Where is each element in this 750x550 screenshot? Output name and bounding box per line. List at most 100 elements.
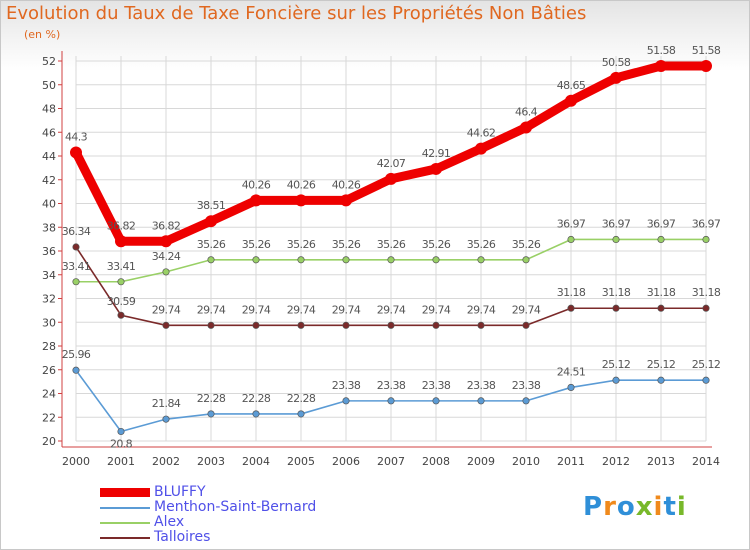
data-label: 35.26 xyxy=(332,238,361,251)
data-label: 50.58 xyxy=(602,56,631,69)
y-tick-label: 50 xyxy=(42,79,56,92)
data-point xyxy=(297,410,305,418)
data-label: 23.38 xyxy=(467,379,496,392)
data-point xyxy=(342,321,350,329)
legend-label: Talloires xyxy=(154,529,211,545)
data-label: 24.51 xyxy=(557,365,586,378)
data-label: 35.26 xyxy=(467,238,496,251)
y-tick-label: 32 xyxy=(42,293,56,306)
data-point xyxy=(207,256,215,264)
data-label: 51.58 xyxy=(647,44,676,57)
logo-letter: P xyxy=(583,492,604,522)
data-point xyxy=(567,304,575,312)
data-point xyxy=(387,256,395,264)
data-point xyxy=(117,311,125,319)
data-point xyxy=(160,235,172,248)
data-point xyxy=(522,256,530,264)
data-point xyxy=(117,427,125,436)
data-point xyxy=(207,410,215,418)
data-label: 36.34 xyxy=(62,225,91,238)
data-point xyxy=(162,321,170,329)
data-point xyxy=(342,256,350,264)
data-point xyxy=(387,321,395,329)
data-label: 31.18 xyxy=(557,286,586,299)
data-label: 25.12 xyxy=(602,358,631,371)
x-tick-label: 2013 xyxy=(647,455,675,468)
data-label: 40.26 xyxy=(332,178,361,191)
logo-letter: i xyxy=(653,492,664,522)
data-point xyxy=(702,376,710,384)
data-point xyxy=(702,235,710,244)
data-label: 48.65 xyxy=(557,79,586,92)
data-point xyxy=(432,256,440,264)
data-label: 21.84 xyxy=(152,397,181,410)
data-point xyxy=(520,121,532,134)
data-label: 29.74 xyxy=(467,303,496,316)
data-label: 36.82 xyxy=(152,219,181,232)
data-label: 23.38 xyxy=(422,379,451,392)
data-label: 34.24 xyxy=(152,250,181,263)
data-label: 42.91 xyxy=(422,147,451,160)
logo-letter: t xyxy=(663,492,677,522)
data-point xyxy=(252,410,260,418)
data-label: 22.28 xyxy=(242,392,271,405)
legend-swatch xyxy=(100,536,150,539)
data-label: 29.74 xyxy=(512,303,541,316)
data-point xyxy=(432,397,440,405)
data-point xyxy=(387,397,395,405)
logo-letter: r xyxy=(603,492,617,522)
data-point xyxy=(295,194,307,207)
data-label: 46.4 xyxy=(515,106,538,119)
data-point xyxy=(522,321,530,329)
data-point xyxy=(475,142,487,155)
data-point xyxy=(385,172,397,185)
legend-item: Talloires xyxy=(100,530,210,545)
legend-item: BLUFFY xyxy=(100,485,206,500)
data-label: 31.18 xyxy=(692,286,721,299)
data-point xyxy=(340,194,352,207)
legend-item: Alex xyxy=(100,515,184,530)
y-tick-label: 44 xyxy=(42,150,56,163)
y-tick-label: 24 xyxy=(42,388,56,401)
data-label: 40.26 xyxy=(287,178,316,191)
chart-title: Evolution du Taux de Taxe Foncière sur l… xyxy=(6,3,587,24)
data-point xyxy=(612,304,620,312)
y-tick-label: 52 xyxy=(42,55,56,68)
data-label: 35.26 xyxy=(422,238,451,251)
data-point xyxy=(522,397,530,405)
legend-swatch xyxy=(100,521,150,524)
logo-letter: x xyxy=(635,492,654,522)
y-tick-label: 26 xyxy=(42,364,56,377)
x-tick-label: 2010 xyxy=(512,455,540,468)
x-tick-label: 2002 xyxy=(152,455,180,468)
data-label: 36.97 xyxy=(692,217,721,230)
data-point xyxy=(655,59,667,72)
data-point xyxy=(612,376,620,384)
data-label: 35.26 xyxy=(197,238,226,251)
data-point xyxy=(567,383,575,391)
data-point xyxy=(612,235,620,244)
data-point xyxy=(657,304,665,312)
data-label: 29.74 xyxy=(242,303,271,316)
y-tick-label: 42 xyxy=(42,174,56,187)
y-tick-label: 30 xyxy=(42,316,56,329)
data-point xyxy=(252,256,260,264)
x-tick-label: 2014 xyxy=(692,455,720,468)
legend-label: Alex xyxy=(154,514,185,530)
data-label: 22.28 xyxy=(287,392,316,405)
data-point xyxy=(297,256,305,264)
data-label: 36.97 xyxy=(602,217,631,230)
x-tick-label: 2000 xyxy=(62,455,90,468)
legend-label: Menthon-Saint-Bernard xyxy=(154,499,317,515)
x-tick-label: 2012 xyxy=(602,455,630,468)
data-label: 31.18 xyxy=(647,286,676,299)
y-tick-label: 22 xyxy=(42,411,56,424)
data-label: 29.74 xyxy=(152,303,181,316)
data-point xyxy=(657,376,665,384)
data-point xyxy=(610,71,622,84)
x-tick-label: 2006 xyxy=(332,455,360,468)
x-tick-label: 2008 xyxy=(422,455,450,468)
data-label: 36.97 xyxy=(647,217,676,230)
unit-label: (en %) xyxy=(24,28,61,41)
